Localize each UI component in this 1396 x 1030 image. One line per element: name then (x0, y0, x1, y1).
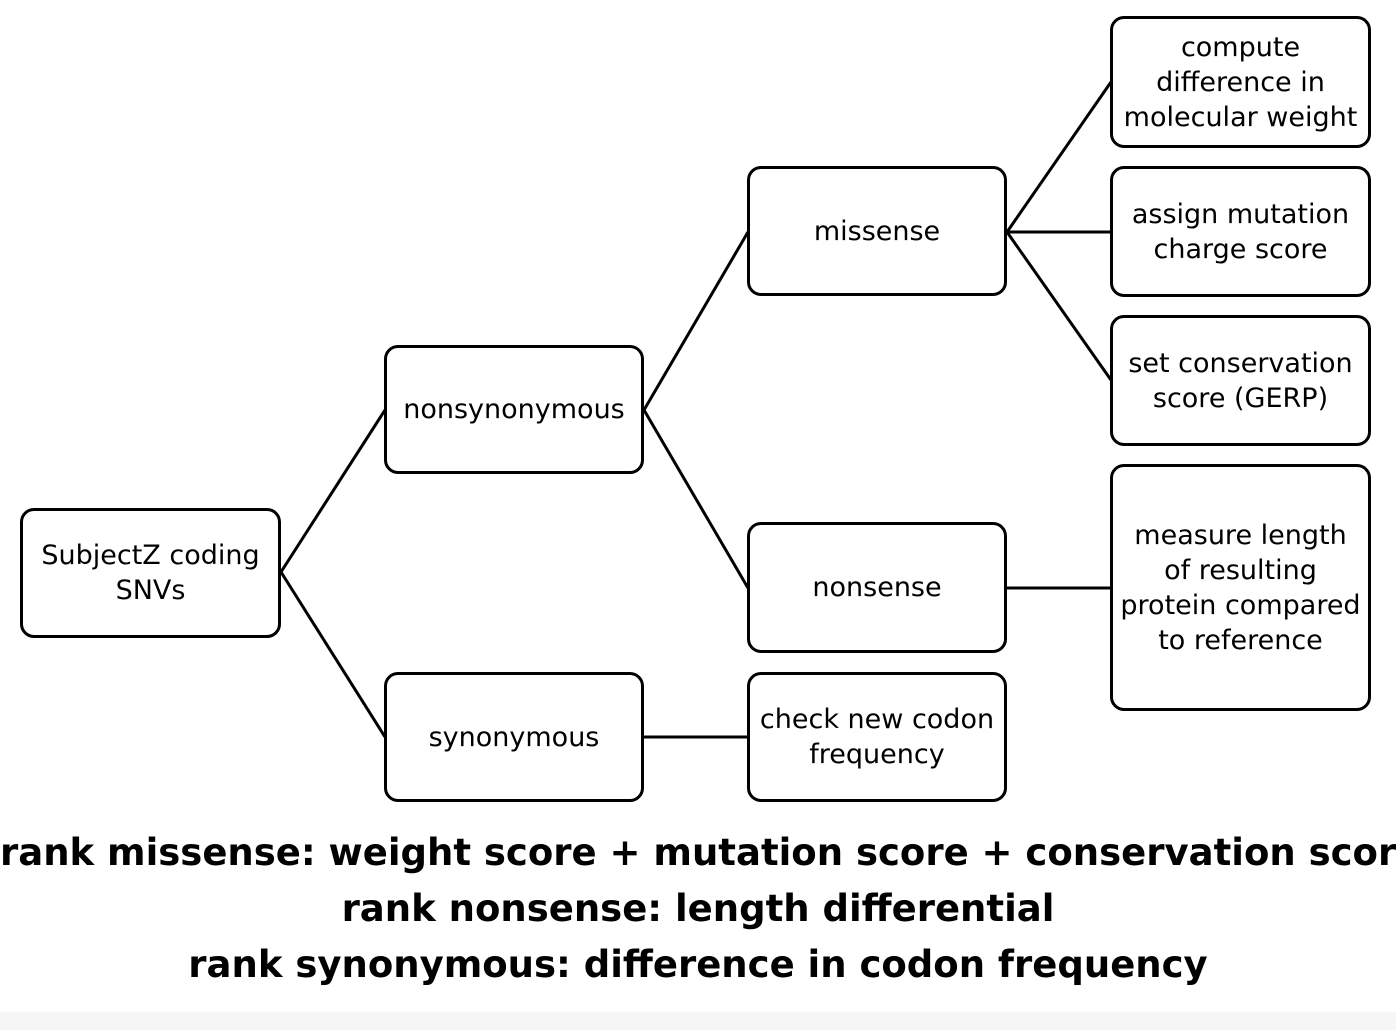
node-molecular-weight: compute difference in molecular weight (1110, 16, 1371, 148)
edge-missense-weight (1005, 81, 1113, 233)
node-molecular-weight-label: compute difference in molecular weight (1123, 31, 1358, 133)
node-protein-length: measure length of resulting protein comp… (1110, 464, 1371, 711)
edge-root-synonymous (279, 571, 387, 738)
node-conservation: set conservation score (GERP) (1110, 315, 1371, 446)
node-mutation-charge-label: assign mutation charge score (1131, 198, 1350, 265)
node-nonsynonymous: nonsynonymous (384, 345, 644, 474)
edge-root-nonsynonymous (279, 409, 387, 573)
edge-nonsynonymous-missense (642, 231, 750, 411)
caption-nonsense-rank: rank nonsense: length differential (341, 887, 1055, 930)
node-conservation-label: set conservation score (GERP) (1128, 347, 1353, 414)
node-nonsense-label: nonsense (812, 572, 942, 603)
node-codon-check-label: check new codon frequency (759, 704, 995, 770)
node-codon-check: check new codon frequency (747, 672, 1007, 802)
node-nonsynonymous-label: nonsynonymous (403, 394, 625, 425)
node-missense-label: missense (813, 215, 941, 247)
edge-nonsynonymous-nonsense (642, 409, 750, 589)
node-nonsense: nonsense (747, 522, 1007, 653)
node-root-label: SubjectZ coding SNVs (41, 540, 260, 606)
node-mutation-charge: assign mutation charge score (1110, 166, 1371, 297)
node-missense: missense (747, 166, 1007, 296)
bottom-strip (0, 1012, 1396, 1030)
node-root: SubjectZ coding SNVs (20, 508, 281, 638)
node-synonymous: synonymous (384, 672, 644, 802)
caption-synonymous-rank: rank synonymous: difference in codon fre… (188, 943, 1208, 986)
caption-missense-rank: rank missense: weight score + mutation s… (0, 831, 1396, 874)
node-synonymous-label: synonymous (428, 721, 600, 753)
edge-missense-conservation (1005, 231, 1113, 381)
node-protein-length-label: measure length of resulting protein comp… (1120, 519, 1361, 656)
